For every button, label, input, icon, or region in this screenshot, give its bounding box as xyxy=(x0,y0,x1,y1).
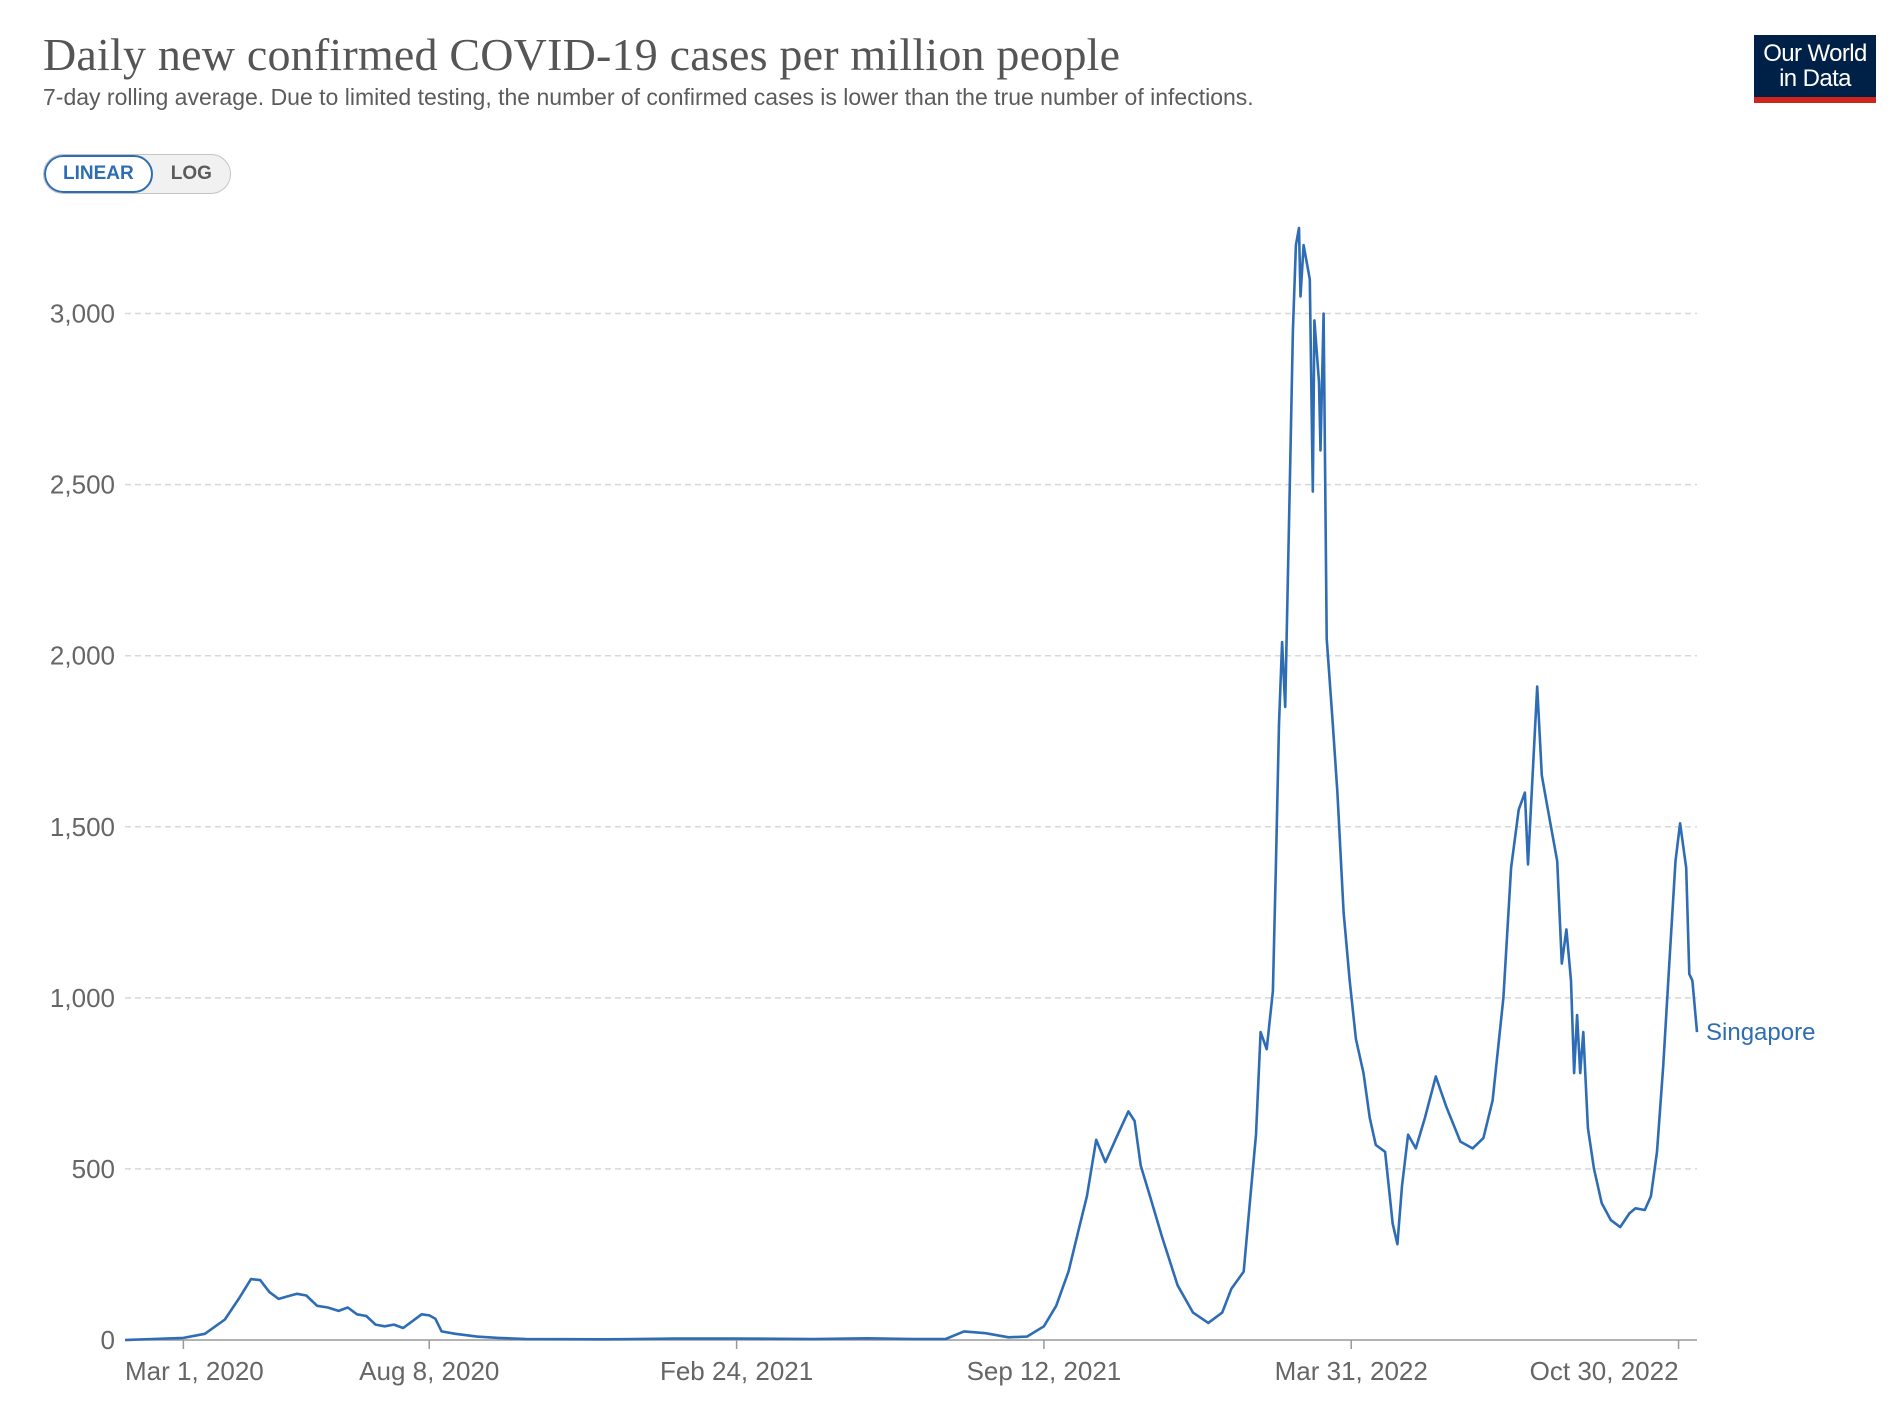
log-scale-button[interactable]: LOG xyxy=(170,163,212,184)
logo-accent-bar xyxy=(1754,97,1876,103)
x-tick-label: Mar 1, 2020 xyxy=(125,1356,264,1386)
y-tick-label: 500 xyxy=(72,1154,115,1184)
series-layer: Singapore xyxy=(124,226,1815,1342)
x-tick-label: Oct 30, 2022 xyxy=(1530,1356,1679,1386)
y-tick-label: 1,500 xyxy=(50,812,115,842)
y-tick-label: 1,000 xyxy=(50,983,115,1013)
series-line-singapore[interactable] xyxy=(124,226,1699,1342)
logo-line-2: in Data xyxy=(1779,65,1851,92)
y-gridlines xyxy=(125,312,1697,1170)
chart-subtitle: 7-day rolling average. Due to limited te… xyxy=(43,84,1254,110)
series-label[interactable]: Singapore xyxy=(1706,1019,1815,1046)
y-tick-label: 3,000 xyxy=(50,299,115,329)
y-tick-label: 2,500 xyxy=(50,470,115,500)
x-tick-label: Sep 12, 2021 xyxy=(967,1356,1122,1386)
owid-logo[interactable]: Our World in Data xyxy=(1754,35,1876,103)
scale-toggle: LINEAR LOG xyxy=(43,154,231,194)
chart-title: Daily new confirmed COVID-19 cases per m… xyxy=(43,29,1121,80)
x-tick-label: Mar 31, 2022 xyxy=(1275,1356,1428,1386)
x-axis: Mar 1, 2020 Aug 8, 2020 Feb 24, 2021 Sep 12… xyxy=(125,1339,1697,1386)
linear-scale-button[interactable]: LINEAR xyxy=(44,155,153,193)
logo-line-1: Our World xyxy=(1763,40,1867,67)
y-axis-ticks: 0 500 1,000 1,500 2,000 2,500 3,000 xyxy=(50,299,115,1355)
y-tick-label: 2,000 xyxy=(50,641,115,671)
x-tick-label: Feb 24, 2021 xyxy=(660,1356,813,1386)
y-tick-label: 0 xyxy=(101,1325,115,1355)
x-tick-label: Aug 8, 2020 xyxy=(359,1356,499,1386)
